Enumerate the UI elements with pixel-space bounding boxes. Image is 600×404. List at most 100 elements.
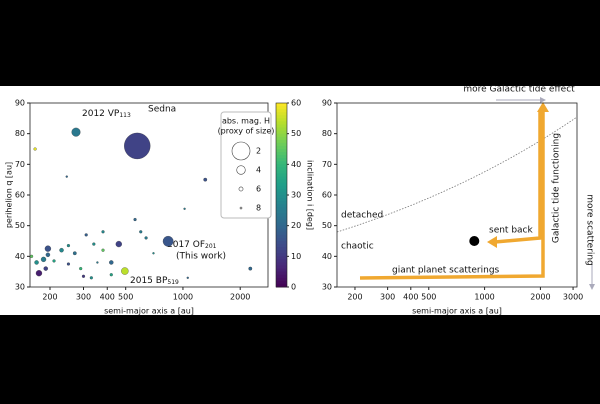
point bbox=[248, 266, 253, 271]
point bbox=[65, 175, 68, 178]
annotation: more scattering bbox=[585, 194, 595, 266]
x-tick-label: 200 bbox=[347, 293, 362, 302]
y-tick-label: 50 bbox=[322, 221, 332, 230]
legend-marker bbox=[231, 141, 251, 161]
point bbox=[101, 230, 105, 234]
colorbar-cell bbox=[276, 253, 287, 257]
y-tick-label: 30 bbox=[15, 283, 25, 292]
colorbar-cell bbox=[276, 219, 287, 224]
point bbox=[66, 262, 71, 266]
y-tick-label: 50 bbox=[15, 221, 25, 230]
colorbar-cell bbox=[276, 262, 287, 267]
annotation: more Galactic tide effect bbox=[463, 85, 575, 95]
point bbox=[40, 256, 47, 263]
point bbox=[71, 127, 81, 137]
colorbar-label: inclination i [deg] bbox=[306, 160, 315, 230]
colorbar-cell bbox=[276, 133, 287, 138]
x-tick-label: 500 bbox=[118, 293, 133, 302]
annotation: 2012 VP113 bbox=[82, 109, 131, 119]
point bbox=[81, 274, 86, 278]
x-tick-label: 300 bbox=[76, 293, 91, 302]
y-tick-label: 60 bbox=[322, 191, 332, 200]
point bbox=[34, 260, 39, 265]
x-tick-label: 2000 bbox=[530, 293, 550, 302]
point bbox=[44, 245, 52, 252]
y-tick-label: 40 bbox=[322, 252, 332, 261]
colorbar-tick-label: 0 bbox=[291, 283, 296, 292]
point bbox=[35, 270, 43, 277]
legend-label: 4 bbox=[256, 166, 261, 175]
annotation: detached bbox=[341, 211, 383, 221]
annotation: chaotic bbox=[341, 242, 374, 252]
colorbar-cell bbox=[276, 265, 287, 270]
x-tick-label: 400 bbox=[100, 293, 115, 302]
colorbar-cell bbox=[276, 228, 287, 233]
colorbar-tick-label: 30 bbox=[291, 191, 301, 200]
colorbar-cell bbox=[276, 145, 287, 150]
colorbar-cell bbox=[276, 121, 287, 125]
colorbar-tick-label: 40 bbox=[291, 160, 301, 169]
colorbar-cell bbox=[276, 241, 287, 245]
colorbar-cell bbox=[276, 216, 287, 221]
colorbar-cell bbox=[276, 237, 287, 242]
x-axis-label: semi-major axis a [au] bbox=[104, 307, 194, 316]
x-tick-label: 300 bbox=[380, 293, 395, 302]
y-tick-label: 70 bbox=[15, 160, 25, 169]
colorbar-cell bbox=[276, 142, 287, 147]
legend-subtitle: (proxy of size) bbox=[218, 127, 275, 136]
boundary-curve bbox=[336, 116, 578, 233]
colorbar-cell bbox=[276, 191, 287, 196]
x-axis-label: semi-major axis a [au] bbox=[412, 307, 502, 316]
y-tick-label: 40 bbox=[15, 252, 25, 261]
colorbar-cell bbox=[276, 176, 287, 181]
point bbox=[92, 242, 96, 246]
colorbar-cell bbox=[276, 207, 287, 211]
y-tick-label: 80 bbox=[15, 129, 25, 138]
colorbar-tick-label: 50 bbox=[291, 129, 301, 138]
x-tick-label: 500 bbox=[421, 293, 436, 302]
colorbar-cell bbox=[276, 115, 287, 119]
y-tick-label: 30 bbox=[322, 283, 332, 292]
colorbar-cell bbox=[276, 185, 287, 190]
point bbox=[186, 276, 189, 279]
colorbar-cell bbox=[276, 103, 287, 107]
colorbar-cell bbox=[276, 198, 287, 202]
point bbox=[115, 240, 122, 248]
colorbar-cell bbox=[276, 259, 287, 263]
point bbox=[89, 276, 93, 280]
point bbox=[124, 132, 151, 160]
colorbar-cell bbox=[276, 231, 287, 236]
point bbox=[84, 233, 88, 237]
point bbox=[33, 147, 37, 151]
colorbar-cell bbox=[276, 201, 287, 205]
arrow-head bbox=[537, 102, 549, 112]
colorbar-cell bbox=[276, 213, 287, 217]
annotation: 2015 BP519 bbox=[130, 276, 179, 286]
colorbar-cell bbox=[276, 204, 287, 208]
point bbox=[66, 244, 71, 248]
legend-box bbox=[220, 111, 272, 219]
colorbar-tick-label: 10 bbox=[291, 252, 301, 261]
colorbar-cell bbox=[276, 109, 287, 113]
colorbar-cell bbox=[276, 161, 287, 165]
y-tick-label: 70 bbox=[322, 160, 332, 169]
legend-marker bbox=[239, 206, 243, 210]
colorbar-cell bbox=[276, 158, 287, 162]
legend-marker bbox=[236, 165, 246, 175]
annotation: (This work) bbox=[176, 252, 226, 262]
annotation: 2017 OF201 bbox=[167, 240, 217, 250]
point bbox=[133, 217, 137, 222]
y-tick-label: 90 bbox=[15, 99, 25, 108]
x-tick-label: 1000 bbox=[173, 293, 193, 302]
point bbox=[29, 254, 34, 258]
sent-back-arrow bbox=[494, 112, 542, 244]
scattering-arrow bbox=[359, 110, 545, 280]
colorbar-cell bbox=[276, 188, 287, 193]
legend-label: 8 bbox=[256, 204, 261, 213]
colorbar-cell bbox=[276, 155, 287, 159]
x-tick-label: 2000 bbox=[230, 293, 250, 302]
point bbox=[43, 266, 48, 271]
point bbox=[469, 236, 480, 246]
colorbar-cell bbox=[276, 139, 287, 144]
arrow-head bbox=[589, 284, 595, 290]
